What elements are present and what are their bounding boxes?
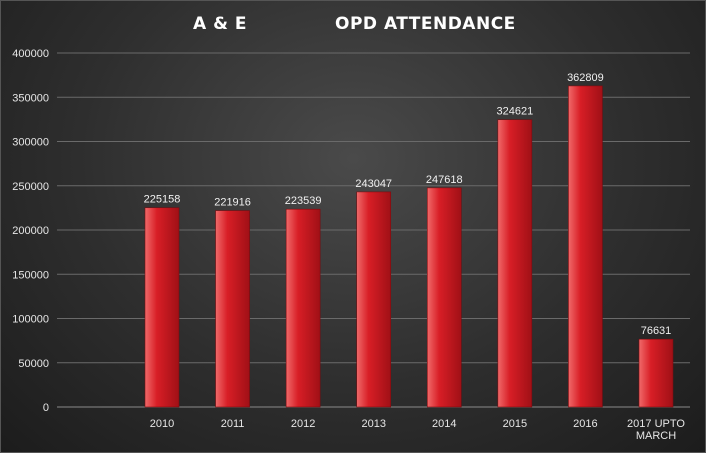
x-tick-label: 2012 [291,418,315,430]
x-tick-label: 2016 [573,418,597,430]
data-label: 225158 [144,194,181,206]
bar [144,207,180,408]
y-tick-label: 400000 [12,48,49,60]
x-tick-label: 2013 [361,418,385,430]
y-tick-label: 250000 [12,181,49,193]
data-label: 221916 [214,197,251,209]
y-tick-label: 300000 [12,137,49,149]
bar [356,191,392,408]
x-tick-label: 2014 [432,418,456,430]
y-tick-label: 150000 [12,269,49,281]
bar [638,338,674,408]
data-label: 362809 [567,72,604,84]
data-label: 324621 [496,106,533,118]
bar [285,208,321,408]
chart-title-left: A & E [193,14,247,34]
chart-title-right: OPD ATTENDANCE [335,14,516,34]
data-label: 76631 [641,325,672,337]
y-tick-label: 0 [43,402,49,414]
data-label: 223539 [285,195,322,207]
bar [497,119,533,408]
bar [426,187,462,408]
x-tick-label: 2011 [221,418,245,430]
bar [568,85,603,408]
x-tick-label: 2015 [503,418,527,430]
x-tick-label: 2010 [150,418,174,430]
y-tick-label: 200000 [12,225,49,237]
x-tick-label: 2017 UPTO MARCH [627,418,685,442]
bar [215,210,250,408]
data-label: 243047 [355,178,392,190]
data-label: 247618 [426,174,463,186]
y-tick-label: 350000 [12,92,49,104]
y-tick-label: 50000 [18,358,49,370]
y-tick-label: 100000 [12,314,49,326]
